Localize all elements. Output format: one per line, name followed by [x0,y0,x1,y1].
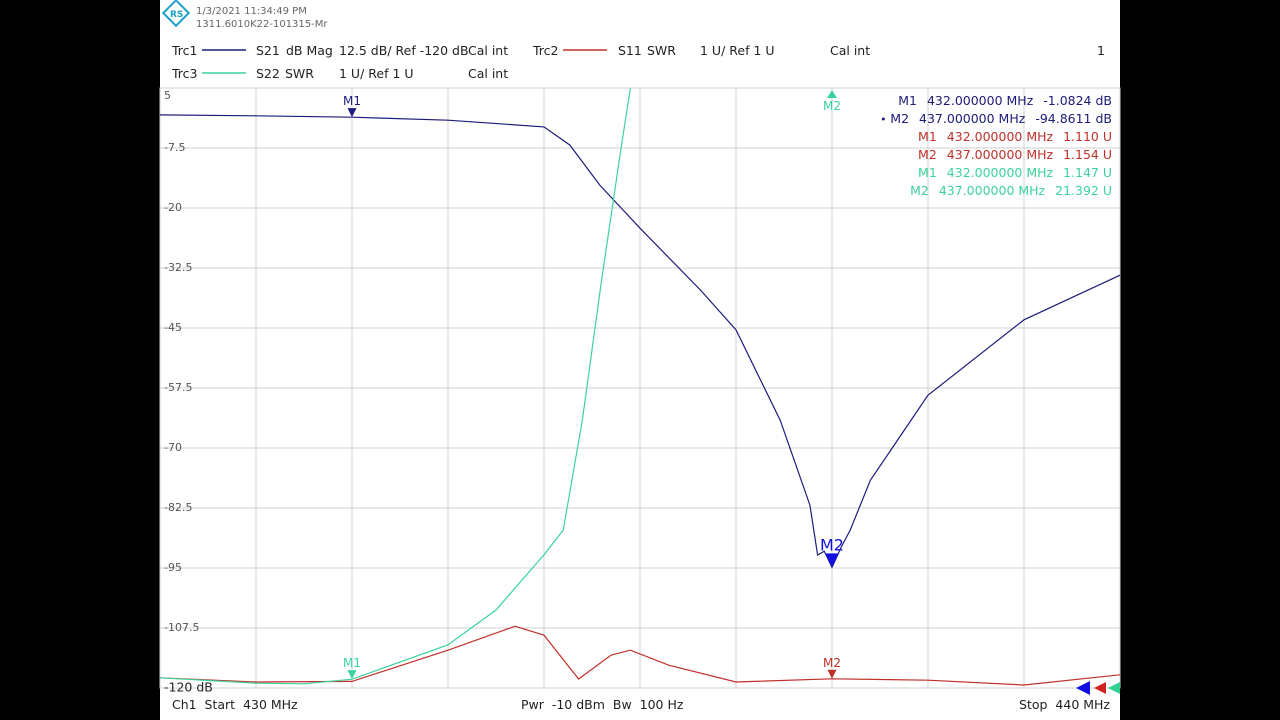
trace-arrows [1076,681,1120,695]
grid: -120 dB -107.5 -95 -82.5 -70 -57.5 -45 -32.5 -20… [159,87,1121,695]
date: 1/3/2021 11:34:49 PM [196,6,307,17]
svg-text:RS: RS [170,10,183,20]
y-tick-label: -20 [164,201,182,214]
readout-label: M2 [910,183,929,198]
trace-line [160,625,1120,686]
trace-cal: Cal int [468,43,508,58]
readout-response: -1.0824 dB [1043,93,1112,108]
trace-name: Trc2 [532,43,559,58]
readout-row: M1 432.000000 MHz -1.0824 dB [898,93,1112,108]
footer-stop: Stop 440 MHz [1019,697,1110,712]
readout-stimulus: 437.000000 MHz [919,111,1026,126]
trace-cal: Cal int [830,43,870,58]
readout-response: 1.110 U [1063,129,1112,144]
device-id: 1311.6010K22-101315-Mr [196,19,328,30]
trace-name: Trc3 [171,66,198,81]
marker-triangle [347,670,357,680]
marker-label: M1 [343,94,361,108]
traces [160,88,1120,686]
y-tick-label: -95 [164,561,182,574]
readout-row: M2 437.000000 MHz -94.8611 dB [890,111,1112,126]
trace-param: S11 [618,43,642,58]
channel-number: 1 [1097,43,1105,58]
trace-legend: Trc1 S21 dB Mag 12.5 dB/ Ref -120 dB Cal int… [171,43,870,81]
markers: M1 M2 M2 M1 M2 [343,90,844,680]
readout-row: M1 432.000000 MHz 1.110 U [918,129,1112,144]
readout-label: M1 [918,165,937,180]
marker-label: M2 [820,535,844,554]
trace-line [160,88,631,685]
readout-stimulus: 437.000000 MHz [947,147,1054,162]
readout-response: 21.392 U [1055,183,1112,198]
readout-label: M2 [890,111,909,126]
readout-stimulus: 437.000000 MHz [939,183,1046,198]
trace-cal: Cal int [468,66,508,81]
footer-start: Ch1 Start 430 MHz [172,697,298,712]
trace-name: Trc1 [171,43,198,58]
marker-triangle [825,553,839,568]
marker-triangle [347,108,357,118]
trace-format: SWR [647,43,676,58]
readout-row: M2 437.000000 MHz 1.154 U [918,147,1112,162]
trace-line [160,114,1120,569]
readout-label: M2 [918,147,937,162]
marker-label: M2 [823,99,841,113]
y-tick-label: -57.5 [164,381,192,394]
trace-param: S22 [256,66,280,81]
marker-triangle [827,669,837,679]
trace-format: dB Mag [286,43,333,58]
footer-middle: Pwr -10 dBm Bw 100 Hz [521,697,684,712]
y-tick-label: -70 [164,441,182,454]
y-tick-label: -120 dB [164,680,213,695]
marker-readouts: M1 432.000000 MHz -1.0824 dB M2 437.000000 M… [881,93,1112,198]
trace-format: SWR [285,66,314,81]
marker-triangle [827,90,837,98]
readout-row: M1 432.000000 MHz 1.147 U [918,165,1112,180]
readout-row: M2 437.000000 MHz 21.392 U [910,183,1112,198]
y-tick-label: -32.5 [164,261,192,274]
readout-stimulus: 432.000000 MHz [947,129,1054,144]
y-tick-label: -107.5 [164,621,199,634]
trace-param: S21 [256,43,280,58]
trace-scale: 1 U/ Ref 1 U [700,43,775,58]
trace-scale: 12.5 dB/ Ref -120 dB [339,43,469,58]
readout-label: M1 [918,129,937,144]
readout-stimulus: 432.000000 MHz [927,93,1034,108]
y-tick-label: 5 [164,89,171,102]
y-tick-label: -7.5 [164,141,185,154]
logo: RS [161,0,191,28]
readout-stimulus: 432.000000 MHz [947,165,1054,180]
trace-scale: 1 U/ Ref 1 U [339,66,414,81]
readout-response: -94.8611 dB [1035,111,1112,126]
marker-label: M2 [823,656,841,670]
readout-response: 1.154 U [1063,147,1112,162]
y-tick-label: -45 [164,321,182,334]
active-marker-dot [881,117,885,121]
readout-label: M1 [898,93,917,108]
y-tick-label: -82.5 [164,501,192,514]
marker-label: M1 [343,656,361,670]
readout-response: 1.147 U [1063,165,1112,180]
